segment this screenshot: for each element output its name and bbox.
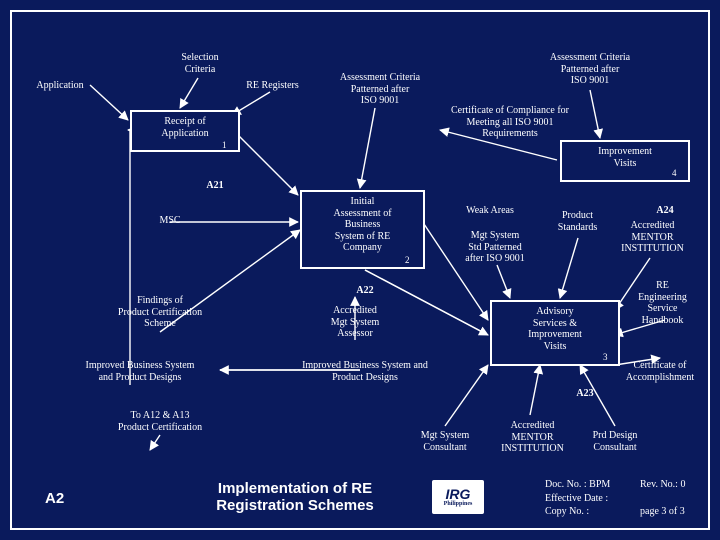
- footer-meta-right: Rev. No.: 0page 3 of 3: [640, 478, 710, 519]
- footer-meta-left: Doc. No. : BPMEffective Date :Copy No. :: [545, 478, 635, 519]
- box-number: 1: [222, 140, 227, 150]
- re-eng-handbook: REEngineeringServiceHandbook: [625, 280, 700, 326]
- improved-mid: Improved Business System andProduct Desi…: [280, 360, 450, 383]
- re-registers: RE Registers: [235, 80, 310, 92]
- findings-scheme: Findings ofProduct CertificationScheme: [95, 295, 225, 330]
- selection-criteria: SelectionCriteria: [165, 52, 235, 75]
- accredited-mentor-r: AccreditedMENTORINSTITUTION: [610, 220, 695, 255]
- a24: A24: [645, 205, 685, 217]
- box-number: 2: [405, 255, 410, 265]
- mgt-std-9001: Mgt SystemStd Patternedafter ISO 9001: [450, 230, 540, 265]
- advisory: AdvisoryServices &ImprovementVisits: [490, 300, 620, 366]
- assess-9001-right: Assessment CriteriaPatterned afterISO 90…: [530, 52, 650, 87]
- prd-design-consult: Prd DesignConsultant: [575, 430, 655, 453]
- improvement-visits: ImprovementVisits: [560, 140, 690, 182]
- mgt-sys-consultant: Mgt SystemConsultant: [405, 430, 485, 453]
- application: Application: [30, 80, 90, 92]
- msc: MSC: [145, 215, 195, 227]
- cert-compliance: Certificate of Compliance forMeeting all…: [430, 105, 590, 140]
- logo-sub: Philippines: [444, 501, 473, 507]
- accredited-mentor-b: AccreditedMENTORINSTITUTION: [490, 420, 575, 455]
- box-number: 3: [603, 352, 608, 362]
- accredited-assessor: AccreditedMgt SystemAssessor: [305, 305, 405, 340]
- a22: A22: [345, 285, 385, 297]
- improved-left: Improved Business Systemand Product Desi…: [65, 360, 215, 383]
- footer-id: A2: [45, 490, 64, 507]
- a23: A23: [565, 388, 605, 400]
- footer-title: Implementation of RERegistration Schemes: [170, 480, 420, 514]
- cert-accomplishment: Certificate ofAccomplishment: [620, 360, 700, 383]
- a21: A21: [195, 180, 235, 192]
- box-number: 4: [672, 168, 677, 178]
- product-standards: ProductStandards: [545, 210, 610, 233]
- footer-logo: IRG Philippines: [432, 480, 484, 514]
- logo-main: IRG: [446, 487, 471, 501]
- to-a12-a13: To A12 & A13Product Certification: [95, 410, 225, 433]
- assess-9001-top: Assessment CriteriaPatterned afterISO 90…: [320, 72, 440, 107]
- weak-areas: Weak Areas: [455, 205, 525, 217]
